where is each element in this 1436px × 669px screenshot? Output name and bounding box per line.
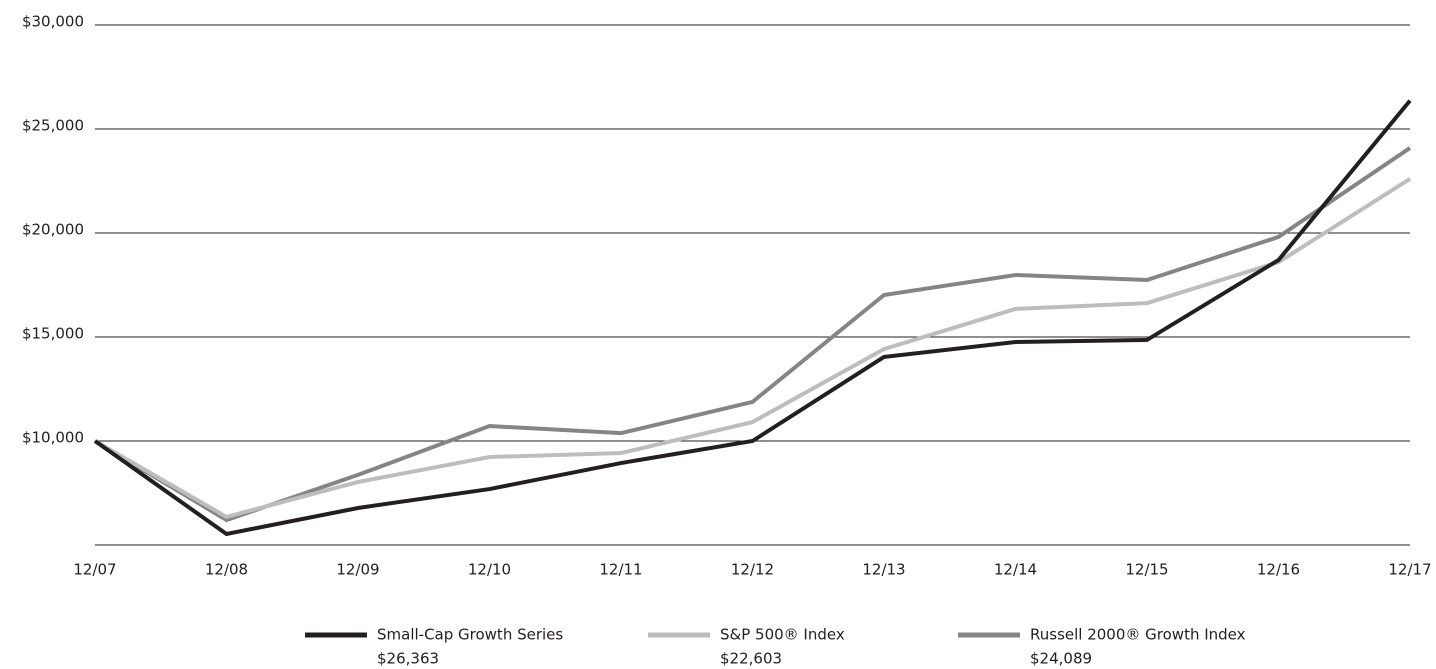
- legend-value: $24,089: [1030, 650, 1092, 668]
- x-tick-label: 12/13: [862, 561, 905, 579]
- x-tick-label: 12/10: [468, 561, 511, 579]
- legend-label: Russell 2000® Growth Index: [1030, 626, 1246, 644]
- x-tick-label: 12/14: [994, 561, 1037, 579]
- legend-value: $22,603: [720, 650, 782, 668]
- legend-label: S&P 500® Index: [720, 626, 845, 644]
- x-tick-label: 12/15: [1125, 561, 1168, 579]
- y-tick-label: $20,000: [22, 221, 84, 239]
- x-tick-label: 12/17: [1388, 561, 1431, 579]
- y-tick-label: $15,000: [22, 325, 84, 343]
- series-line: [93, 99, 1412, 537]
- x-tick-label: 12/12: [731, 561, 774, 579]
- legend-label: Small-Cap Growth Series: [377, 626, 563, 644]
- legend-value: $26,363: [377, 650, 439, 668]
- y-tick-label: $25,000: [22, 117, 84, 135]
- series-line: [93, 146, 1412, 523]
- series-line: [94, 177, 1412, 520]
- x-tick-label: 12/16: [1257, 561, 1300, 579]
- x-tick-label: 12/07: [73, 561, 116, 579]
- y-tick-label: $30,000: [22, 13, 84, 31]
- y-tick-label: $10,000: [22, 429, 84, 447]
- x-tick-label: 12/09: [336, 561, 379, 579]
- x-tick-label: 12/08: [205, 561, 248, 579]
- x-tick-label: 12/11: [599, 561, 642, 579]
